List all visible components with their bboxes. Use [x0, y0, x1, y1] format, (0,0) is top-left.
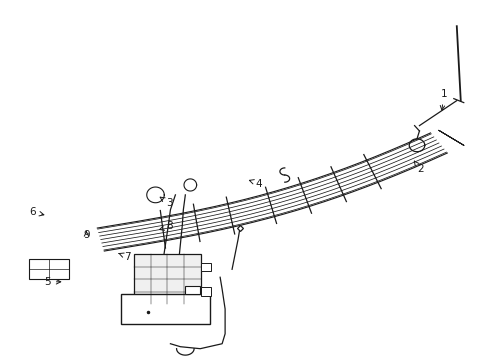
Text: 9: 9: [83, 230, 90, 240]
Text: 7: 7: [119, 252, 131, 262]
FancyBboxPatch shape: [201, 287, 210, 296]
FancyBboxPatch shape: [29, 260, 69, 279]
Text: 5: 5: [44, 277, 61, 287]
FancyBboxPatch shape: [121, 294, 210, 324]
FancyBboxPatch shape: [133, 255, 201, 304]
Text: 1: 1: [439, 89, 446, 110]
Text: 6: 6: [30, 207, 44, 217]
FancyBboxPatch shape: [185, 286, 200, 294]
Text: 4: 4: [249, 179, 262, 189]
Text: 2: 2: [413, 161, 423, 174]
FancyBboxPatch shape: [201, 262, 210, 271]
Text: 3: 3: [160, 197, 172, 208]
Text: 8: 8: [159, 221, 172, 231]
